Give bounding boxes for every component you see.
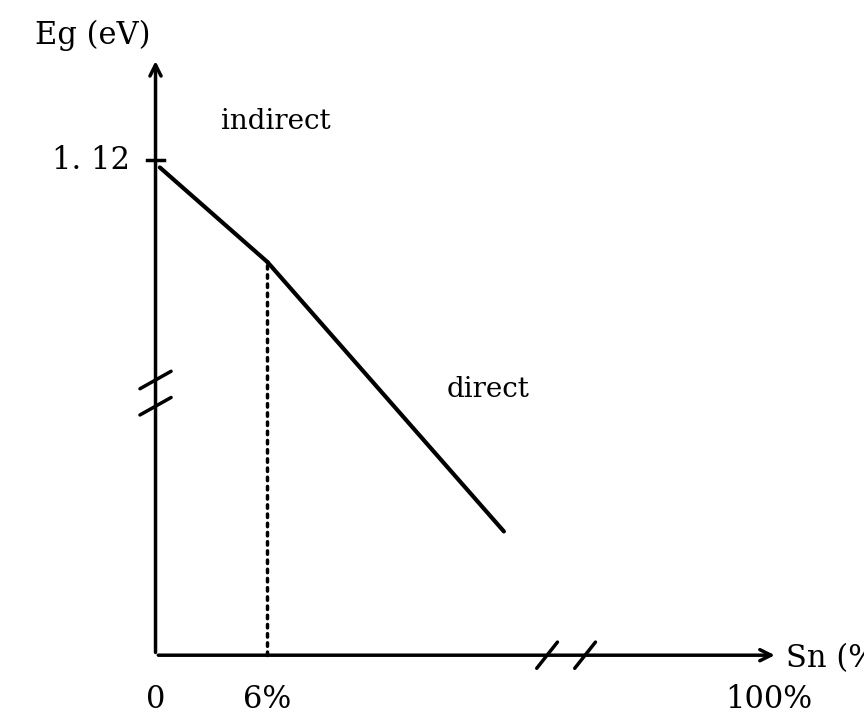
Text: 1. 12: 1. 12 [52, 145, 130, 175]
Text: Eg (eV): Eg (eV) [35, 20, 150, 51]
Text: direct: direct [446, 376, 529, 403]
Text: 0: 0 [146, 684, 165, 716]
Text: Sn (%): Sn (%) [786, 644, 864, 674]
Text: indirect: indirect [221, 108, 331, 135]
Text: 100%: 100% [726, 684, 812, 716]
Text: 6%: 6% [244, 684, 292, 716]
